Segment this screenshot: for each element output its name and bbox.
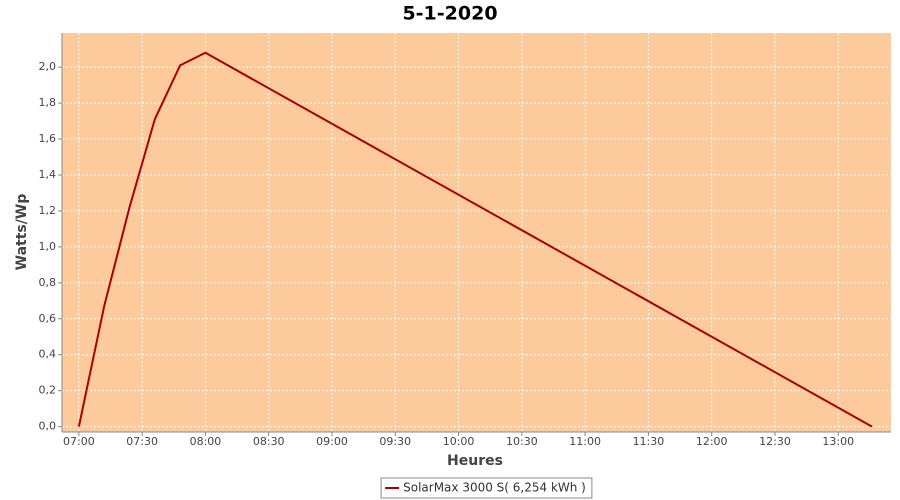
x-tick-label: 11:30 bbox=[633, 435, 665, 448]
x-tick-label: 10:30 bbox=[506, 435, 538, 448]
y-tick-label: 1,8 bbox=[39, 96, 57, 109]
y-axis-label: Watts/Wp bbox=[14, 194, 30, 271]
y-tick-label: 0,8 bbox=[39, 276, 57, 289]
x-tick-label: 13:00 bbox=[822, 435, 854, 448]
y-tick-label: 2,0 bbox=[39, 60, 57, 73]
x-tick-label: 12:00 bbox=[696, 435, 728, 448]
legend-label: SolarMax 3000 S( 6,254 kWh ) bbox=[403, 481, 586, 495]
x-tick-label: 07:30 bbox=[126, 435, 158, 448]
legend-box bbox=[380, 477, 593, 499]
y-tick-label: 0,4 bbox=[39, 348, 57, 361]
y-tick-label: 1,4 bbox=[39, 168, 57, 181]
x-tick-label: 08:30 bbox=[253, 435, 285, 448]
x-tick-label: 07:00 bbox=[63, 435, 95, 448]
y-tick-label: 1,6 bbox=[39, 132, 57, 145]
x-tick-label: 08:00 bbox=[190, 435, 222, 448]
x-tick-label: 09:00 bbox=[316, 435, 348, 448]
x-tick-label: 11:00 bbox=[569, 435, 601, 448]
chart-title: 5-1-2020 bbox=[402, 3, 497, 25]
x-tick-label: 09:30 bbox=[379, 435, 411, 448]
x-axis-label: Heures bbox=[447, 453, 503, 469]
y-tick-label: 0,0 bbox=[39, 420, 57, 433]
y-tick-label: 0,6 bbox=[39, 312, 57, 325]
data-line bbox=[77, 51, 873, 428]
y-tick-label: 1,2 bbox=[39, 204, 57, 217]
plot-area bbox=[62, 33, 891, 432]
x-tick-label: 12:30 bbox=[759, 435, 791, 448]
x-tick-label: 10:00 bbox=[443, 435, 475, 448]
y-tick-label: 1,0 bbox=[39, 240, 57, 253]
y-tick-label: 0,2 bbox=[39, 384, 57, 397]
